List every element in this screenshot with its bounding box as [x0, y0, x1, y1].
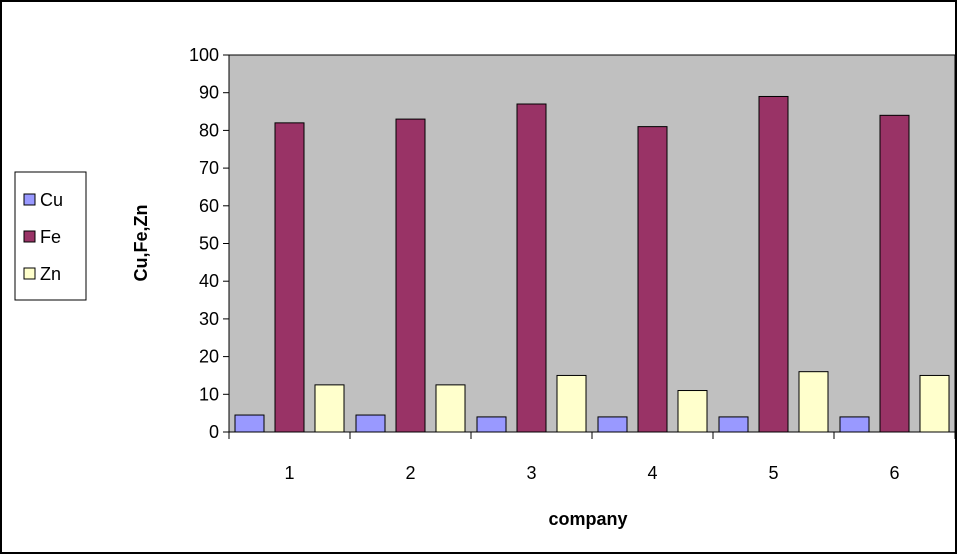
- y-axis-title: Cu,Fe,Zn: [131, 205, 151, 282]
- bar-fe-4: [637, 126, 668, 433]
- y-tick-label: 90: [199, 83, 219, 103]
- y-tick-label: 20: [199, 347, 219, 367]
- bar-cu-3: [476, 416, 507, 433]
- legend-swatch-zn: [23, 267, 36, 280]
- y-tick-label: 50: [199, 234, 219, 254]
- bar-fe-1: [274, 122, 305, 433]
- legend-swatch-cu: [23, 193, 36, 206]
- x-tick-label: 2: [405, 463, 415, 483]
- y-tick-label: 0: [209, 422, 219, 442]
- bar-cu-5: [718, 416, 749, 433]
- x-tick-label: 1: [284, 463, 294, 483]
- bar-fe-3: [516, 103, 547, 433]
- plot-area: [228, 54, 956, 433]
- x-tick-label: 4: [647, 463, 657, 483]
- legend: Cu Fe Zn: [14, 171, 87, 301]
- bar-zn-6: [919, 374, 950, 433]
- legend-label-cu: Cu: [40, 190, 63, 210]
- y-tick-label: 40: [199, 271, 219, 291]
- y-tick-label: 100: [189, 45, 219, 65]
- x-axis-title: company: [548, 509, 627, 529]
- x-tick-label: 5: [768, 463, 778, 483]
- bar-cu-2: [355, 414, 386, 433]
- y-tick-label: 10: [199, 384, 219, 404]
- bar-zn-5: [798, 371, 829, 433]
- legend-label-zn: Zn: [40, 264, 61, 284]
- bar-cu-4: [597, 416, 628, 433]
- axes-group: 0 10 20 30 40 50 60 70 80 90 100 1 2 3 4 5 6: [189, 45, 956, 483]
- bar-fe-2: [395, 118, 426, 433]
- legend-swatch-fe: [23, 230, 36, 243]
- bar-zn-2: [435, 384, 466, 433]
- y-tick-label: 60: [199, 196, 219, 216]
- bar-cu-6: [839, 416, 870, 433]
- bar-zn-3: [556, 374, 587, 433]
- bar-zn-4: [677, 390, 708, 433]
- bars-group: [234, 95, 950, 433]
- y-tick-label: 30: [199, 309, 219, 329]
- legend-label-fe: Fe: [40, 227, 61, 247]
- bar-zn-1: [314, 384, 345, 433]
- bar-fe-6: [879, 114, 910, 433]
- x-tick-label: 3: [526, 463, 536, 483]
- bar-fe-5: [758, 95, 789, 433]
- y-tick-label: 70: [199, 158, 219, 178]
- x-tick-label: 6: [889, 463, 899, 483]
- y-tick-label: 80: [199, 120, 219, 140]
- bar-cu-1: [234, 414, 265, 433]
